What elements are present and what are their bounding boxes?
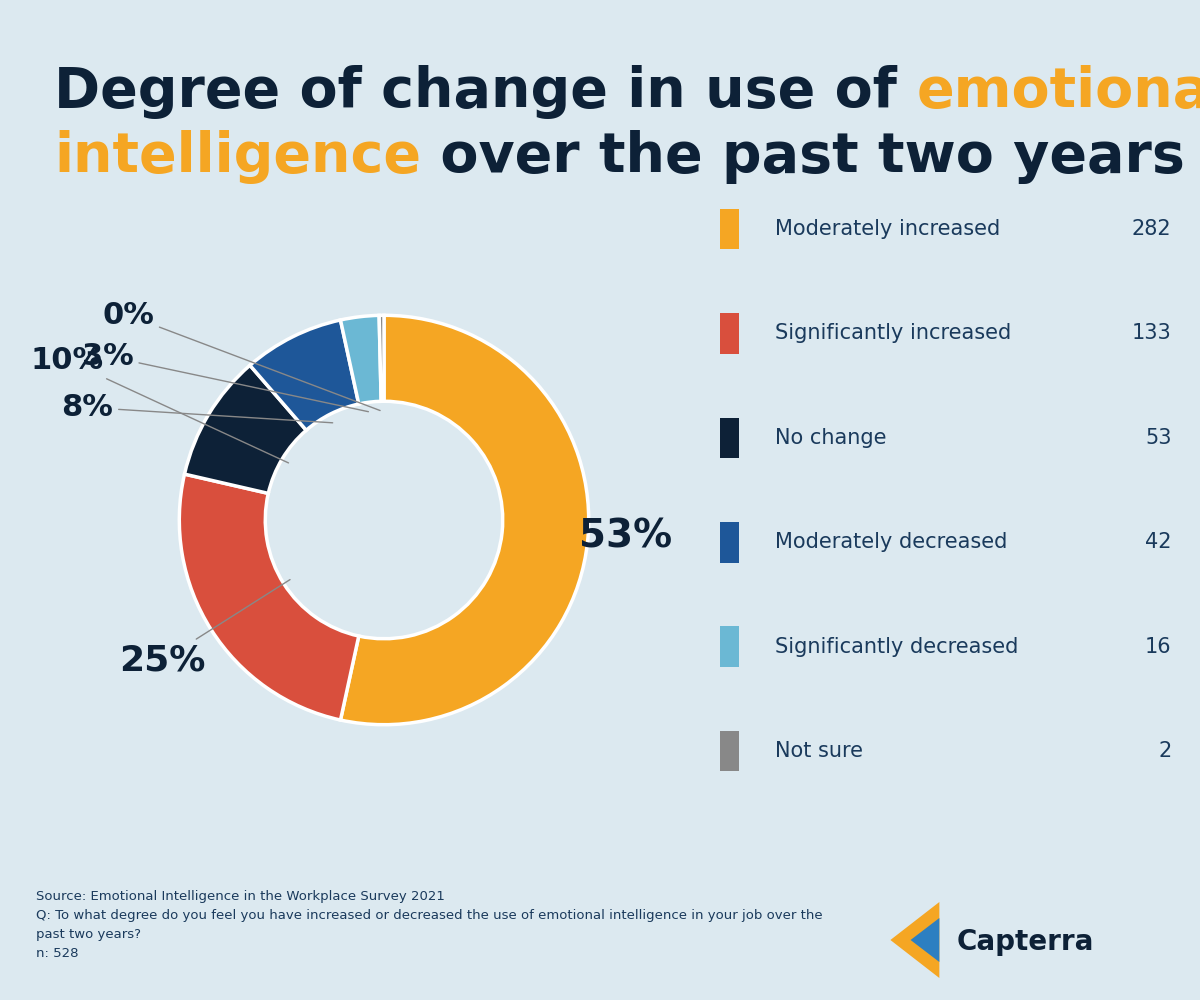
FancyBboxPatch shape <box>720 313 739 354</box>
Text: Moderately decreased: Moderately decreased <box>775 532 1007 552</box>
Text: 53%: 53% <box>578 517 672 555</box>
Text: Degree of change in use of ​: Degree of change in use of ​ <box>54 65 917 119</box>
Wedge shape <box>341 315 382 404</box>
Text: 53: 53 <box>1145 428 1171 448</box>
Text: No change: No change <box>775 428 887 448</box>
Text: 42: 42 <box>1145 532 1171 552</box>
Polygon shape <box>911 918 940 962</box>
Text: emotional: emotional <box>917 65 1200 119</box>
FancyBboxPatch shape <box>720 418 739 458</box>
Wedge shape <box>185 365 306 493</box>
Text: 3%: 3% <box>82 342 368 412</box>
FancyBboxPatch shape <box>720 522 739 563</box>
Wedge shape <box>341 315 589 725</box>
Text: 0%: 0% <box>102 301 380 411</box>
Wedge shape <box>250 320 359 430</box>
Text: 16: 16 <box>1145 637 1171 657</box>
Text: 10%: 10% <box>30 346 288 463</box>
Text: Moderately increased: Moderately increased <box>775 219 1000 239</box>
Text: 2: 2 <box>1158 741 1171 761</box>
Wedge shape <box>379 315 384 401</box>
Text: 8%: 8% <box>61 393 332 423</box>
Wedge shape <box>179 474 359 720</box>
Text: Significantly decreased: Significantly decreased <box>775 637 1018 657</box>
Text: intelligence: intelligence <box>54 130 421 184</box>
Text: 25%: 25% <box>120 580 290 677</box>
Text: Significantly increased: Significantly increased <box>775 323 1010 343</box>
Polygon shape <box>890 902 940 978</box>
Text: 282: 282 <box>1132 219 1171 239</box>
FancyBboxPatch shape <box>720 209 739 249</box>
Text: Degree of change in use of: Degree of change in use of <box>54 65 917 119</box>
Text: over the past two years: over the past two years <box>421 130 1184 184</box>
FancyBboxPatch shape <box>720 626 739 667</box>
Text: 133: 133 <box>1132 323 1171 343</box>
FancyBboxPatch shape <box>720 731 739 771</box>
Text: Source: Emotional Intelligence in the Workplace Survey 2021
Q: To what degree do: Source: Emotional Intelligence in the Wo… <box>36 890 823 960</box>
Text: Not sure: Not sure <box>775 741 863 761</box>
Text: Capterra: Capterra <box>956 928 1094 956</box>
